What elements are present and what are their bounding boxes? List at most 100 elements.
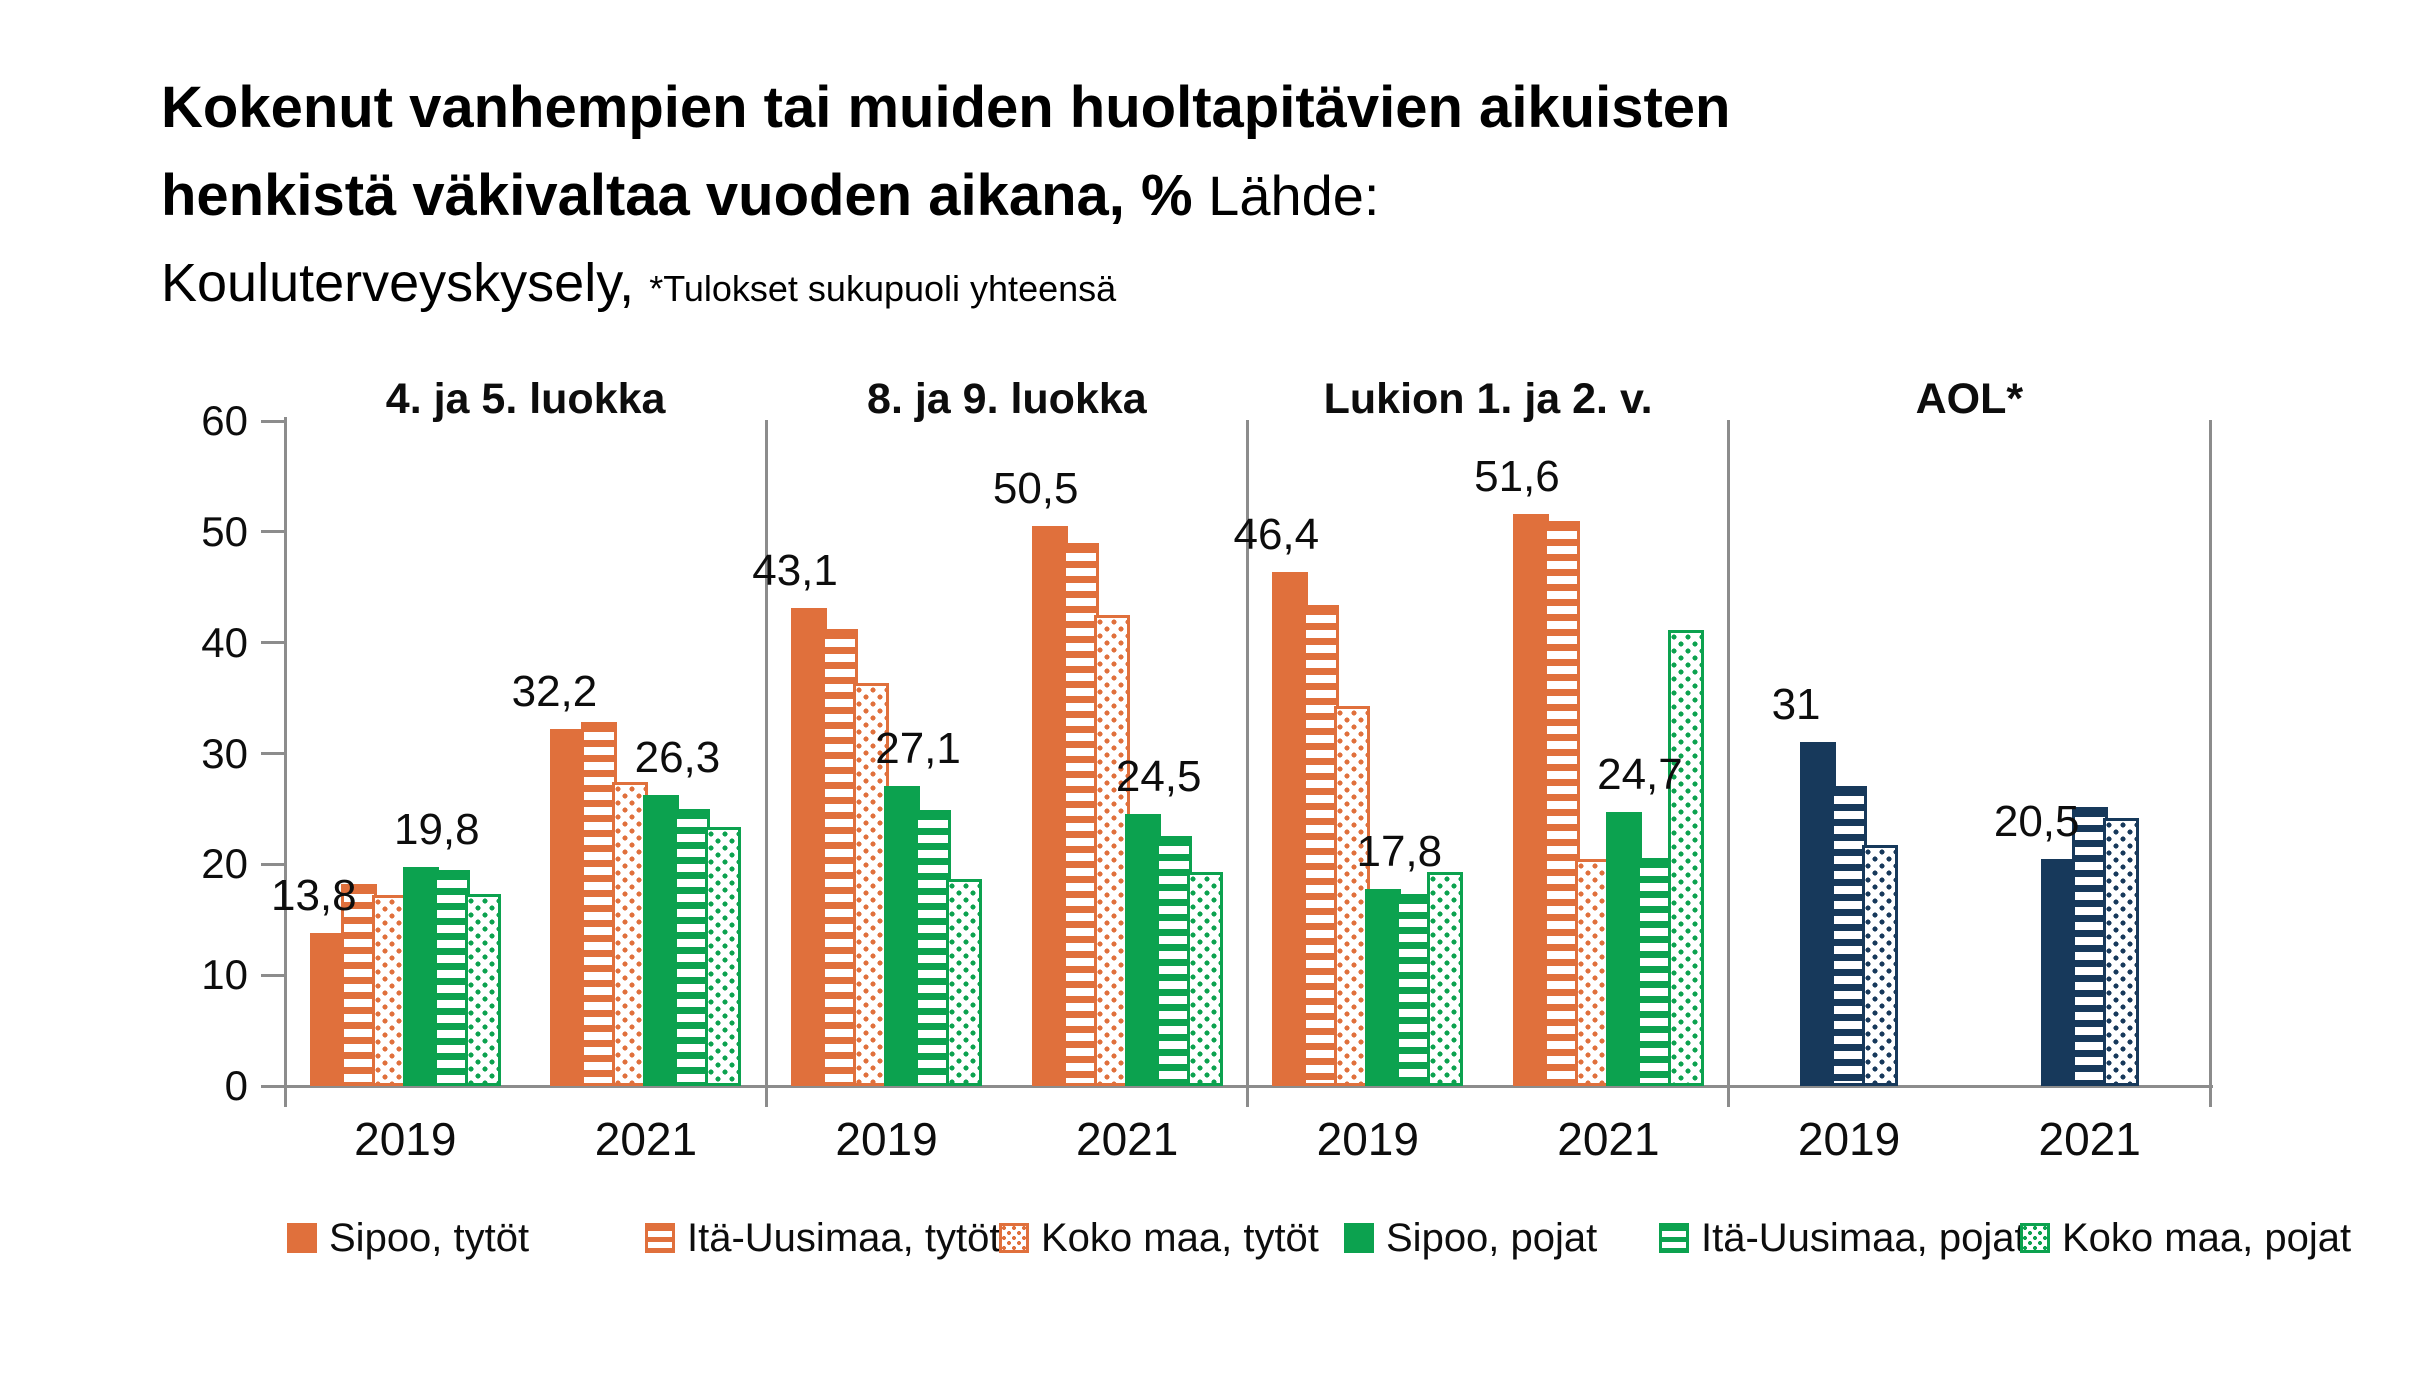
legend-label: Sipoo, pojat (1386, 1215, 1598, 1260)
bar (1575, 859, 1611, 1086)
data-label: 13,8 (270, 871, 357, 921)
legend-item: Itä-Uusimaa, pojat (1659, 1216, 2026, 1260)
legend-label: Koko maa, tytöt (1041, 1215, 1319, 1260)
bar (1862, 845, 1898, 1086)
bar (1156, 836, 1192, 1086)
bar (434, 870, 470, 1086)
y-tick-label: 20 (201, 840, 248, 888)
legend-swatch-hstripes (1659, 1223, 1689, 1253)
bar (1303, 605, 1339, 1086)
legend-label: Itä-Uusimaa, pojat (1701, 1215, 2026, 1260)
bar (946, 879, 982, 1086)
bar (1800, 742, 1836, 1086)
bar (1668, 630, 1704, 1086)
legend-swatch-hstripes (645, 1223, 675, 1253)
panel-divider (1246, 420, 1249, 1107)
legend-swatch-solid (1344, 1223, 1374, 1253)
legend-swatch-dots (2020, 1223, 2050, 1253)
y-tick-label: 60 (201, 397, 248, 444)
y-tick-label: 40 (201, 618, 248, 666)
bar (1365, 889, 1401, 1086)
bar (403, 867, 439, 1086)
bar (341, 884, 377, 1086)
y-tick (261, 641, 285, 645)
panel-title: 8. ja 9. luokka (867, 375, 1147, 423)
y-tick (261, 752, 285, 755)
bar (791, 608, 827, 1086)
legend-item: Koko maa, pojat (2020, 1216, 2351, 1260)
panel-divider (1727, 420, 1731, 1107)
legend-item: Koko maa, tytöt (999, 1216, 1319, 1260)
bar (1334, 706, 1370, 1086)
year-label: 2019 (835, 1113, 938, 1165)
footnote: *Tulokset sukupuoli yhteensä (649, 268, 1117, 309)
data-label: 31 (1771, 680, 1821, 730)
year-label: 2021 (2038, 1113, 2141, 1165)
panel-title: Lukion 1. ja 2. v. (1323, 375, 1653, 423)
legend-item: Sipoo, pojat (1344, 1216, 1597, 1260)
x-axis (285, 1085, 2213, 1088)
bar (1125, 814, 1161, 1086)
bar (1544, 521, 1580, 1086)
legend-label: Sipoo, tytöt (329, 1215, 530, 1260)
bar (2041, 859, 2077, 1086)
legend-label: Koko maa, pojat (2062, 1215, 2352, 1260)
bar (310, 933, 346, 1086)
year-label: 2021 (1076, 1113, 1179, 1165)
y-tick-label: 0 (224, 1062, 248, 1109)
bar (612, 782, 648, 1086)
chart-subtitle-line: Kouluterveyskysely, *Tulokset sukupuoli … (161, 252, 1116, 314)
bar (884, 786, 920, 1086)
bar (1032, 526, 1068, 1086)
data-label: 24,7 (1597, 750, 1683, 800)
data-label: 26,3 (634, 732, 721, 782)
bar (1606, 812, 1642, 1086)
y-axis (284, 417, 287, 1107)
y-tick (261, 530, 285, 534)
bar (643, 795, 679, 1086)
y-tick-label: 30 (201, 729, 248, 777)
legend-swatch-solid (287, 1223, 317, 1253)
bar (1063, 543, 1099, 1086)
y-tick (261, 862, 285, 866)
chart-title-line-1: Kokenut vanhempien tai muiden huoltapitä… (161, 75, 1731, 140)
legend-label: Itä-Uusimaa, tytöt (687, 1215, 1001, 1260)
year-label: 2021 (1557, 1113, 1660, 1165)
bar (1272, 572, 1308, 1086)
panel-title: 4. ja 5. luokka (385, 375, 666, 423)
bar (1513, 514, 1549, 1086)
source-label: Lähde: (1192, 164, 1380, 227)
bar (1094, 615, 1130, 1086)
legend-item: Sipoo, tytöt (287, 1216, 529, 1260)
source-name: Kouluterveyskysely, (161, 253, 650, 313)
data-label: 32,2 (511, 667, 598, 717)
data-label: 27,1 (875, 723, 961, 773)
data-label: 46,4 (1233, 509, 1320, 559)
bar (915, 810, 951, 1086)
data-label: 43,1 (752, 546, 838, 596)
data-label: 51,6 (1474, 452, 1560, 502)
year-label: 2021 (594, 1113, 698, 1165)
y-tick (261, 973, 285, 977)
bar (1427, 872, 1463, 1086)
y-tick (261, 1084, 285, 1088)
bar (372, 895, 408, 1086)
y-tick-label: 10 (201, 951, 248, 999)
data-label: 17,8 (1356, 826, 1443, 876)
bar (705, 827, 741, 1086)
panel-divider (2208, 420, 2212, 1107)
chart-title-line-2: henkistä väkivaltaa vuoden aikana, % Läh… (161, 162, 1379, 229)
panel-title: AOL* (1915, 375, 2024, 423)
bar (822, 629, 858, 1086)
bar (550, 729, 586, 1086)
bar (1187, 872, 1223, 1086)
data-label: 24,5 (1115, 752, 1202, 802)
bar (1396, 894, 1432, 1086)
data-label: 19,8 (393, 804, 480, 854)
data-label: 50,5 (992, 464, 1079, 514)
legend-swatch-dots (999, 1223, 1029, 1253)
y-tick (261, 419, 285, 423)
year-label: 2019 (1316, 1113, 1419, 1165)
chart-title-line-2-bold: henkistä väkivaltaa vuoden aikana, % (161, 163, 1193, 228)
